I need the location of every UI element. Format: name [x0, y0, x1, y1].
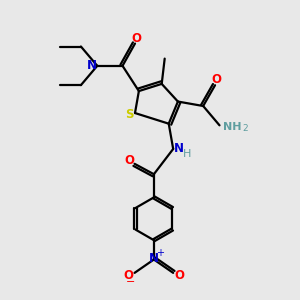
- Text: 2: 2: [242, 124, 248, 134]
- Text: +: +: [156, 248, 164, 258]
- Text: O: O: [131, 32, 142, 45]
- Text: O: O: [124, 154, 134, 167]
- Text: N: N: [173, 142, 184, 155]
- Text: N: N: [87, 59, 97, 72]
- Text: S: S: [125, 108, 134, 121]
- Text: O: O: [175, 269, 185, 282]
- Text: O: O: [212, 73, 221, 86]
- Text: O: O: [123, 269, 133, 282]
- Text: N: N: [149, 252, 159, 266]
- Text: H: H: [183, 149, 192, 159]
- Text: −: −: [126, 278, 136, 287]
- Text: NH: NH: [223, 122, 241, 132]
